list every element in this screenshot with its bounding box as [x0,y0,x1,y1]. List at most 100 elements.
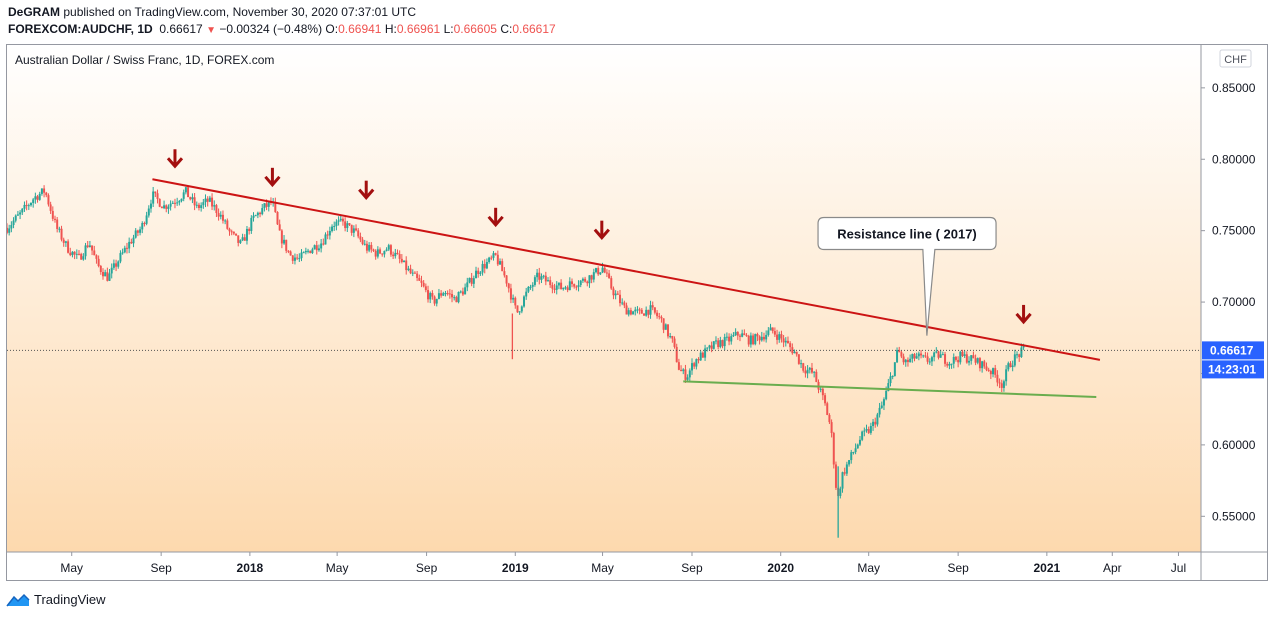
candle [235,233,238,237]
candle [370,242,373,253]
candle [968,356,971,366]
candle [409,264,412,275]
candle [976,357,979,365]
candle [581,277,584,283]
candle [29,202,32,207]
candle [1007,361,1010,372]
candle [418,274,421,281]
candle [158,198,161,208]
candle [95,254,98,264]
candle [322,238,325,246]
tradingview-brand[interactable]: TradingView [34,592,106,607]
candle [143,221,146,227]
candle [507,282,510,293]
candle [682,368,685,375]
candle [58,226,61,233]
candle [379,247,382,255]
candle [221,210,224,224]
candle [824,392,827,406]
candle [878,402,881,418]
candle [597,266,600,276]
candle [946,361,949,368]
candle [446,290,449,296]
candle [141,221,144,234]
candle [645,306,648,317]
candle [621,298,624,306]
down-arrow-icon[interactable] [166,149,184,169]
candle [616,290,619,295]
tradingview-logo-icon[interactable] [6,593,30,607]
candle [101,268,104,280]
candle [961,349,964,357]
candle [348,223,351,226]
candle [666,324,669,339]
candle [8,224,11,236]
candle [664,323,667,330]
candle [117,260,120,269]
candle [71,251,74,258]
candle [882,397,885,411]
candle [248,227,251,235]
candle [647,309,650,319]
x-tick-label: May [60,561,83,575]
candle [800,359,803,369]
candle [880,401,883,409]
candle [374,249,377,260]
candle [1005,365,1008,386]
time-axis[interactable]: May Sep 2018 May Sep 2019 May Sep 2020 May Sep 2021… [60,552,1186,575]
chart-area[interactable]: Australian Dollar / Swiss Franc, 1D, FOR… [0,0,1274,590]
down-arrow-icon[interactable] [593,220,610,240]
candle [671,335,674,343]
resistance-callout[interactable]: Resistance line ( 2017) [817,216,997,336]
candle [424,283,427,293]
publisher-name[interactable]: DeGRAM [8,5,61,19]
down-arrow-icon[interactable] [1015,304,1032,325]
candle [555,281,558,295]
candle [922,354,925,358]
candle [156,189,159,204]
candle [704,344,707,361]
candle [405,256,408,275]
candle [802,362,805,373]
candle [693,361,696,370]
candle [84,242,87,260]
y-tick-label: 0.70000 [1212,295,1256,309]
candle [760,331,763,342]
candle [38,191,41,201]
candle [963,350,966,359]
candle [891,375,894,380]
candle [560,279,563,290]
candle [496,250,499,267]
price-axis[interactable]: CHF0.850000.800000.750000.700000.650000.… [1201,49,1264,523]
candle [165,204,168,213]
candle [756,332,759,342]
candle [215,203,218,218]
candle [106,267,109,282]
candle [455,295,458,303]
open-label: O: [325,22,339,36]
candle [472,275,475,289]
candle [132,234,135,248]
candle [896,347,899,364]
candle [706,347,709,352]
candle [97,255,100,268]
candle [376,246,379,259]
candle [745,333,748,337]
down-arrow-icon[interactable] [264,167,281,188]
candle [475,266,478,279]
down-arrow-icon[interactable] [358,180,375,200]
candle [25,200,28,211]
support-trendline[interactable] [683,380,1097,399]
candle [754,333,757,346]
candle [924,351,927,358]
resistance-trendline[interactable] [152,178,1101,361]
candle [110,263,113,279]
candle [675,343,678,363]
candle [680,365,683,372]
x-tick-label: 2021 [1033,561,1060,575]
currency-badge[interactable]: CHF [1219,49,1252,68]
last-price-tag[interactable]: 0.66617 [1202,341,1264,360]
down-arrow-icon[interactable] [487,207,504,228]
candle [232,231,235,236]
candle [723,333,726,351]
